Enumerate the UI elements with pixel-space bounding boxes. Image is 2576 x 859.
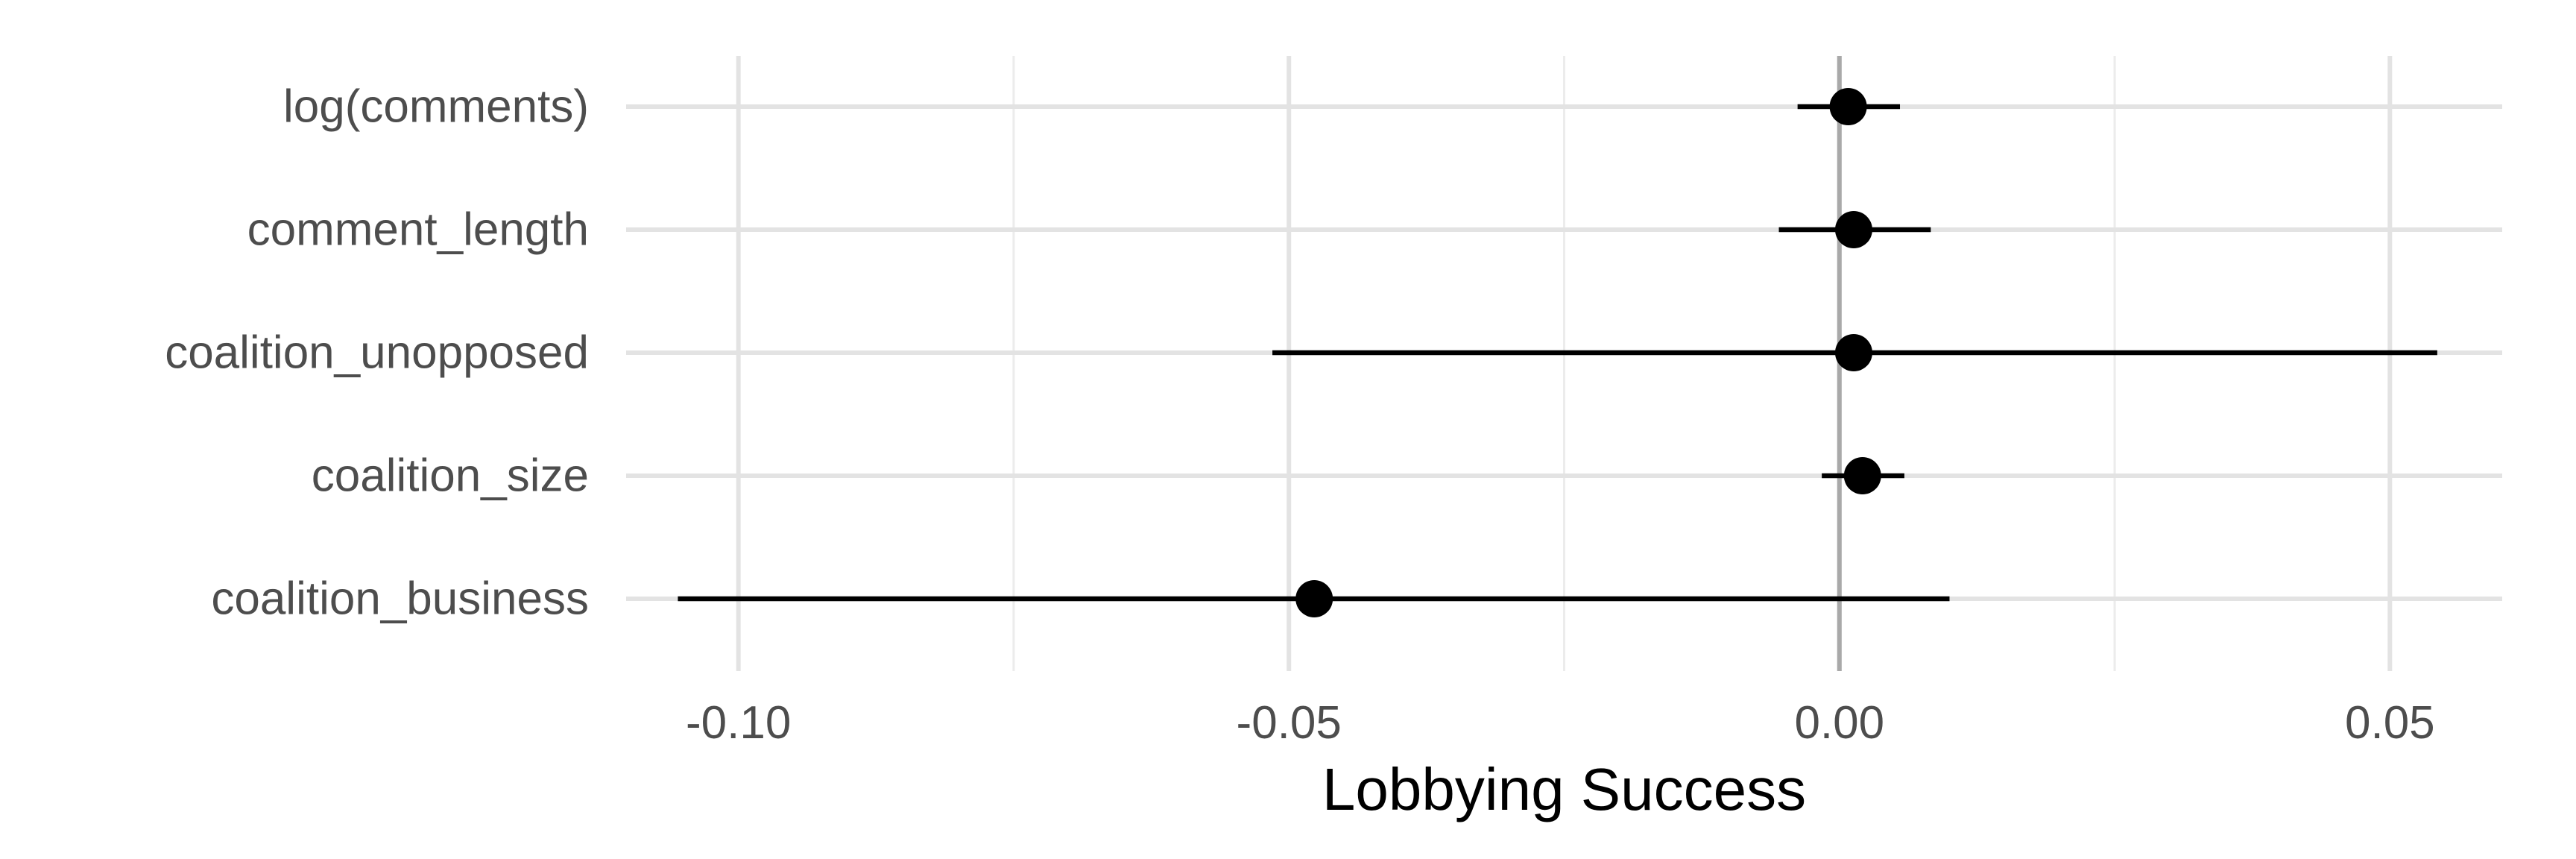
x-tick-label: -0.05 [1237,697,1342,749]
estimate-point [1843,457,1881,494]
series-layer [678,88,2437,617]
estimate-point [1829,88,1867,125]
x-tick-labels: -0.10 -0.05 0.00 0.05 [686,697,2435,749]
x-tick-label: -0.10 [686,697,791,749]
estimate-point [1834,334,1872,371]
x-tick-label: 0.00 [1794,697,1884,749]
y-tick-label: coalition_size [312,450,589,502]
estimate-point [1295,580,1333,617]
y-tick-labels: log(comments) comment_length coalition_uno… [165,81,589,625]
grid-layer [626,56,2502,671]
y-tick-label: log(comments) [283,81,589,133]
y-tick-label: coalition_unopposed [165,327,589,379]
y-tick-label: coalition_business [211,573,589,625]
x-tick-label: 0.05 [2345,697,2435,749]
x-axis-title: Lobbying Success [1322,756,1806,822]
estimate-point [1834,211,1872,248]
y-tick-label: comment_length [247,204,589,256]
